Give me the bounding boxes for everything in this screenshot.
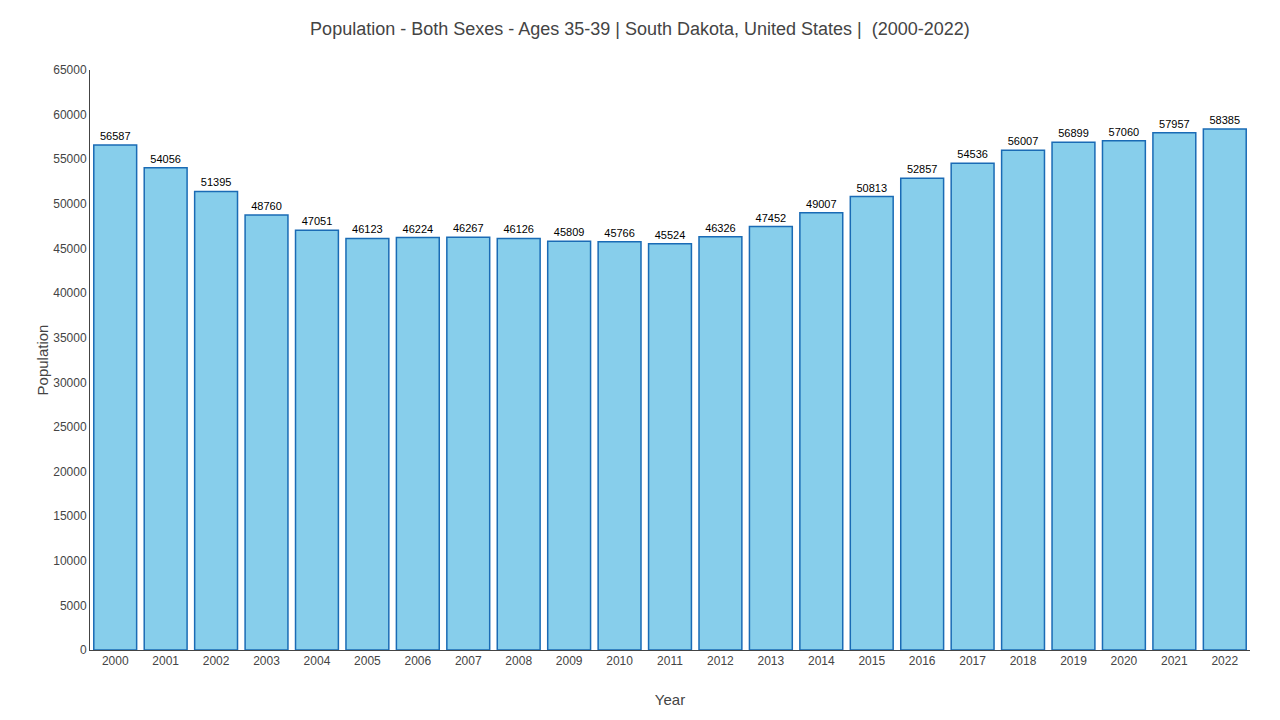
svg-text:45809: 45809 [554,226,585,238]
svg-text:5000: 5000 [60,599,87,613]
svg-text:2003: 2003 [253,654,280,668]
svg-text:Population: Population [34,325,51,396]
svg-text:54056: 54056 [150,153,181,165]
svg-text:55000: 55000 [53,152,87,166]
svg-text:2016: 2016 [909,654,936,668]
svg-text:15000: 15000 [53,509,87,523]
svg-text:45524: 45524 [655,229,686,241]
svg-text:2012: 2012 [707,654,734,668]
svg-text:56899: 56899 [1058,127,1089,139]
svg-text:2005: 2005 [354,654,381,668]
svg-text:2013: 2013 [758,654,785,668]
svg-text:56007: 56007 [1008,135,1039,147]
svg-text:2018: 2018 [1010,654,1037,668]
svg-text:2001: 2001 [152,654,179,668]
svg-text:54536: 54536 [957,148,988,160]
svg-text:50000: 50000 [53,197,87,211]
svg-text:45766: 45766 [604,227,635,239]
svg-text:46224: 46224 [403,223,434,235]
svg-text:2011: 2011 [657,654,683,668]
svg-text:50813: 50813 [856,182,887,194]
svg-text:2008: 2008 [505,654,532,668]
svg-text:20000: 20000 [53,465,87,479]
svg-text:56587: 56587 [100,130,131,142]
svg-text:2007: 2007 [455,654,482,668]
svg-text:10000: 10000 [53,554,87,568]
svg-text:2022: 2022 [1211,654,1238,668]
svg-text:46326: 46326 [705,222,736,234]
svg-text:45000: 45000 [53,242,87,256]
svg-text:2014: 2014 [808,654,835,668]
svg-text:40000: 40000 [53,286,87,300]
svg-text:2000: 2000 [102,654,129,668]
svg-text:2015: 2015 [858,654,885,668]
svg-text:2002: 2002 [203,654,230,668]
svg-text:52857: 52857 [907,163,938,175]
svg-text:35000: 35000 [53,331,87,345]
svg-text:2010: 2010 [606,654,633,668]
svg-text:46267: 46267 [453,222,484,234]
svg-text:49007: 49007 [806,198,837,210]
svg-text:46123: 46123 [352,223,383,235]
svg-text:47452: 47452 [756,212,787,224]
svg-text:57060: 57060 [1109,126,1140,138]
svg-text:30000: 30000 [53,376,87,390]
svg-text:57957: 57957 [1159,118,1190,130]
svg-text:51395: 51395 [201,176,232,188]
svg-text:25000: 25000 [53,420,87,434]
svg-text:65000: 65000 [53,63,87,77]
svg-text:0: 0 [80,643,87,657]
svg-text:46126: 46126 [503,223,534,235]
svg-text:60000: 60000 [53,108,87,122]
svg-text:58385: 58385 [1209,114,1240,126]
svg-text:Population - Both Sexes - Ages: Population - Both Sexes - Ages 35-39 | S… [310,19,970,39]
svg-text:2004: 2004 [304,654,331,668]
svg-text:47051: 47051 [302,215,333,227]
svg-text:2019: 2019 [1060,654,1087,668]
svg-text:48760: 48760 [251,200,282,212]
svg-text:2009: 2009 [556,654,583,668]
svg-text:2021: 2021 [1161,654,1188,668]
svg-text:2020: 2020 [1111,654,1138,668]
svg-text:2017: 2017 [959,654,986,668]
svg-text:2006: 2006 [404,654,431,668]
svg-text:Year: Year [655,691,685,708]
